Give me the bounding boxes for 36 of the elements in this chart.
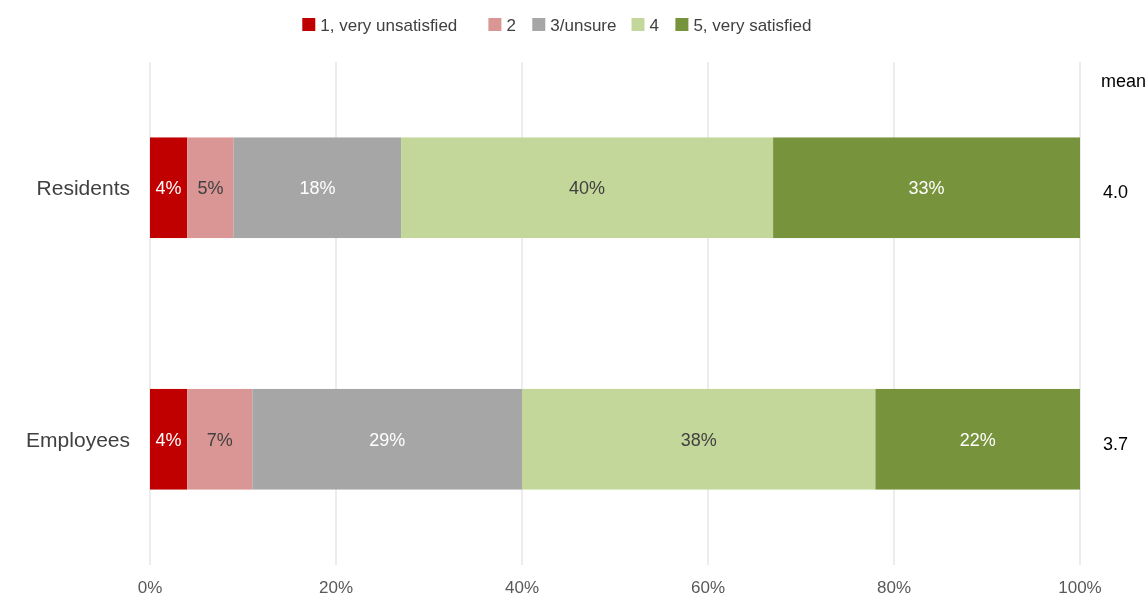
y-tick-label: Employees (26, 427, 130, 451)
data-label: 7% (206, 429, 233, 450)
y-tick-label: Residents (36, 176, 130, 200)
bar (522, 388, 876, 490)
text: 3.7 (1102, 433, 1128, 454)
x-tick-label: 40% (504, 578, 540, 597)
data-label: 4% (155, 429, 182, 450)
legend-label: 2 (506, 15, 516, 35)
bar (773, 137, 1080, 239)
text: mean (1100, 71, 1146, 92)
data-label: 22% (959, 429, 996, 450)
data-label: 4% (155, 178, 182, 199)
data-label: 40% (569, 178, 606, 199)
legend-label: 1, very unsatisfied (320, 15, 458, 35)
data-label: 38% (680, 429, 717, 450)
bar (150, 137, 188, 239)
data-label: 33% (908, 178, 945, 199)
data-label: 29% (369, 429, 406, 450)
bar (875, 388, 1080, 490)
bar (252, 388, 522, 490)
data-label: 5% (197, 178, 224, 199)
bar (233, 137, 402, 239)
x-tick-label: 20% (318, 578, 354, 597)
text: 4.0 (1102, 182, 1128, 203)
bar (187, 137, 234, 239)
x-tick-label: 80% (876, 578, 912, 597)
legend-label: 3/unsure (550, 15, 617, 35)
legend-label: 4 (649, 15, 659, 35)
legend-label: 5, very satisfied (693, 15, 812, 35)
x-tick-label: 0% (137, 578, 163, 597)
x-tick-label: 100% (1058, 578, 1102, 597)
x-tick-label: 60% (690, 578, 726, 597)
bar (150, 388, 188, 490)
data-label: 18% (299, 178, 336, 199)
bar (187, 388, 253, 490)
bar (401, 137, 774, 239)
